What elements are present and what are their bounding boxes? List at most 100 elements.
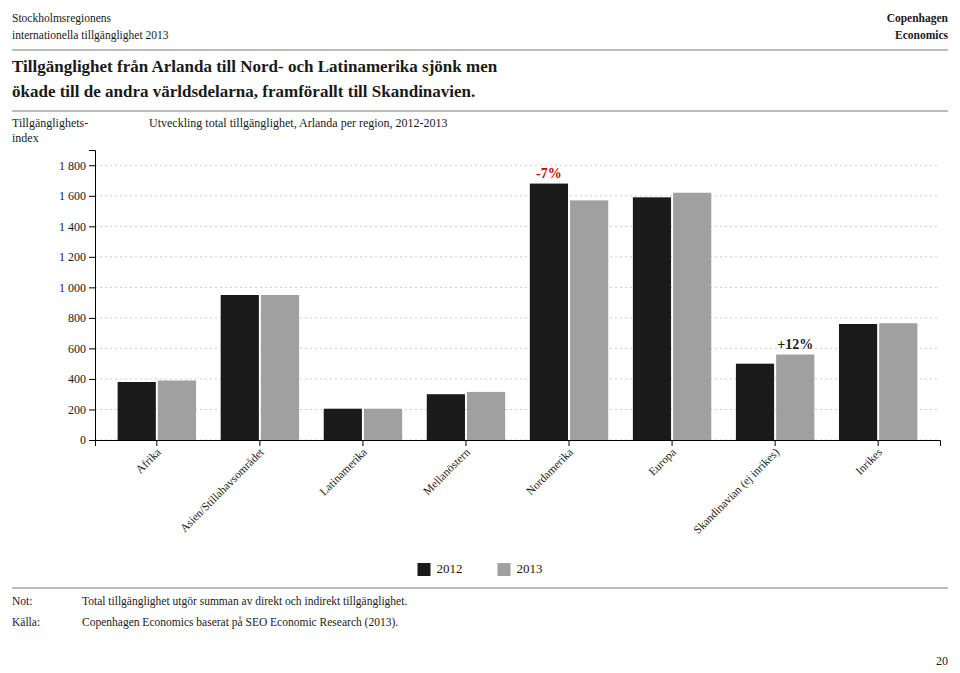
bar-series	[118, 184, 878, 440]
y-tick-label: 1 800	[59, 159, 86, 173]
header-left: internationella tillgänglighet 2013	[12, 29, 169, 42]
annotation: -7%	[536, 166, 562, 181]
x-tick-mark	[775, 440, 776, 446]
x-tick-mark	[878, 440, 879, 446]
header-right: Copenhagen	[887, 12, 949, 25]
y-tick: 600	[68, 342, 95, 356]
y-tick-label: 400	[68, 372, 86, 386]
y-tick-mark	[89, 287, 95, 288]
y-tick-label: 0	[80, 433, 86, 447]
y-tick-label: 1 200	[59, 250, 86, 264]
x-tick-mark	[569, 440, 570, 446]
rule	[12, 111, 948, 112]
bar	[776, 355, 814, 440]
legend-label: 2012	[437, 561, 463, 576]
rule	[12, 50, 948, 51]
bar	[673, 193, 711, 440]
y-tick-label: 1 400	[59, 220, 86, 234]
y-tick-mark	[89, 257, 95, 258]
grid	[95, 165, 940, 440]
x-tick: Skandinavian (ej inrikes)	[691, 440, 782, 537]
bar	[427, 394, 465, 440]
y-tick: 1 600	[59, 189, 95, 203]
x-tick: Latinamerika	[317, 440, 369, 498]
x-tick-label: Europa	[646, 446, 679, 479]
headline: Tillgänglighet från Arlanda till Nord- o…	[12, 57, 498, 76]
bar-series	[158, 193, 918, 440]
y-tick: 1 000	[59, 281, 95, 295]
x-tick-label: Latinamerika	[317, 446, 369, 498]
x-tick-mark	[156, 440, 157, 446]
y-axis: 0 200 400 600 800 1 000 1 200 1 400 1 600 1 800	[59, 151, 96, 448]
bar	[221, 295, 259, 440]
x-axis-line	[96, 441, 941, 447]
y-tick-label: 1 000	[59, 281, 86, 295]
x-tick-label: Afrika	[133, 446, 163, 476]
x-tick-mark	[672, 440, 673, 446]
legend-swatch	[498, 563, 511, 576]
bar	[118, 382, 156, 440]
x-tick: Mellanöstern	[421, 440, 473, 497]
x-tick: Europa	[646, 440, 679, 478]
x-tick-label: Nordamerika	[524, 446, 575, 497]
y-axis-line	[89, 151, 96, 441]
x-tick-mark	[465, 440, 466, 446]
y-tick: 0	[80, 433, 95, 447]
y-tick: 1 800	[59, 159, 95, 173]
y-tick-mark	[89, 165, 95, 166]
legend-item: 2012	[418, 561, 463, 576]
x-tick-label: Mellanöstern	[421, 446, 473, 498]
y-tick-label: 200	[68, 403, 86, 417]
x-tick-mark	[259, 440, 260, 446]
footnote-text: Total tillgänglighet utgör summan av dir…	[82, 595, 407, 608]
grid-line	[95, 195, 940, 196]
chart-svg: Stockholmsregionens internationella tillg…	[0, 0, 960, 673]
y-tick-mark	[89, 348, 95, 349]
x-tick: Afrika	[133, 440, 163, 476]
bar	[736, 364, 774, 440]
x-axis: Afrika Asien/Stillahavsområdet Latinamerik…	[96, 440, 941, 537]
chart-title: Utveckling total tillgänglighet, Arlanda…	[149, 116, 448, 130]
rule	[12, 588, 948, 589]
footnote-text: Copenhagen Economics baserat på SEO Econ…	[82, 616, 398, 629]
header-right: Economics	[895, 29, 949, 41]
bar	[839, 324, 877, 440]
bar	[261, 295, 299, 440]
x-tick-label: Asien/Stillahavsområdet	[178, 445, 267, 534]
grid-line	[95, 165, 940, 166]
y-tick-mark	[89, 318, 95, 319]
annotation: +12%	[777, 337, 813, 352]
x-tick-label: Inrikes	[853, 445, 884, 476]
bar	[467, 392, 505, 440]
y-tick: 1 400	[59, 220, 95, 234]
y-tick-mark	[89, 226, 95, 227]
page-number: 20	[936, 654, 948, 668]
header-left: Stockholmsregionens	[12, 12, 112, 25]
y-tick-label: 600	[68, 342, 86, 356]
footnote-label: Källa:	[12, 616, 40, 628]
grid-line	[95, 226, 940, 227]
x-tick-label: Skandinavian (ej inrikes)	[691, 446, 782, 537]
legend-item: 2013	[498, 561, 543, 576]
y-tick-label: 800	[68, 311, 86, 325]
legend-label: 2013	[517, 561, 543, 576]
bar	[879, 323, 917, 440]
bar	[570, 200, 608, 440]
y-tick-mark	[89, 440, 95, 441]
y-tick: 1 200	[59, 250, 95, 264]
x-tick: Inrikes	[853, 440, 884, 477]
bar	[633, 197, 671, 440]
y-axis-label: Tillgänglighets-index	[12, 116, 88, 145]
y-tick: 400	[68, 372, 95, 386]
grid-line	[95, 256, 940, 257]
y-tick-mark	[89, 409, 95, 410]
legend: 2012 2013	[418, 561, 543, 576]
y-tick-mark	[89, 379, 95, 380]
bar	[364, 409, 402, 440]
y-tick: 800	[68, 311, 95, 325]
bar	[530, 184, 568, 440]
bar	[158, 380, 196, 440]
x-tick: Asien/Stillahavsområdet	[178, 440, 267, 534]
bars	[118, 184, 918, 440]
y-tick-mark	[89, 196, 95, 197]
